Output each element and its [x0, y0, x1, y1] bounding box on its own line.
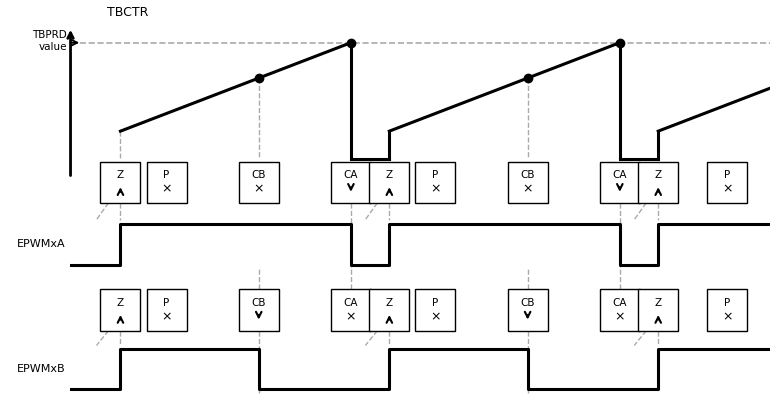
Bar	[146, 162, 187, 203]
Text: P: P	[433, 298, 439, 308]
Text: EPWMxA: EPWMxA	[17, 239, 66, 249]
Text: CB: CB	[251, 298, 266, 308]
Bar	[416, 162, 456, 203]
Text: ×: ×	[430, 183, 441, 196]
Bar	[100, 289, 140, 331]
Text: ×: ×	[161, 183, 172, 196]
Bar	[507, 162, 547, 203]
Text: CB: CB	[520, 170, 535, 180]
Text: ×: ×	[161, 310, 172, 324]
Text: Z: Z	[655, 170, 662, 180]
Text: CB: CB	[251, 170, 266, 180]
Text: CA: CA	[612, 170, 627, 180]
Text: P: P	[724, 298, 730, 308]
Text: CA: CA	[344, 298, 359, 308]
Bar	[600, 162, 640, 203]
Bar	[638, 289, 678, 331]
Text: ×: ×	[430, 310, 441, 324]
Bar	[239, 162, 279, 203]
Bar	[600, 289, 640, 331]
Text: EPWMxB: EPWMxB	[17, 364, 66, 374]
Text: Z: Z	[117, 298, 124, 308]
Text: ×: ×	[523, 183, 533, 196]
Text: ×: ×	[722, 310, 732, 324]
Bar	[331, 162, 371, 203]
Bar	[507, 289, 547, 331]
Text: ×: ×	[345, 310, 356, 324]
Text: P: P	[724, 170, 730, 180]
Bar	[100, 162, 140, 203]
Text: TBCTR: TBCTR	[107, 6, 149, 19]
Bar	[707, 289, 747, 331]
Text: TBPRD
value: TBPRD value	[32, 30, 66, 51]
Bar	[638, 162, 678, 203]
Text: ×: ×	[254, 183, 264, 196]
Text: ×: ×	[722, 183, 732, 196]
Text: ×: ×	[614, 310, 625, 324]
Bar	[239, 289, 279, 331]
Text: CA: CA	[344, 170, 359, 180]
Bar	[416, 289, 456, 331]
Bar	[331, 289, 371, 331]
Bar	[369, 289, 409, 331]
Text: CA: CA	[612, 298, 627, 308]
Text: Z: Z	[655, 298, 662, 308]
Text: P: P	[163, 298, 170, 308]
Text: Z: Z	[386, 170, 393, 180]
Bar	[146, 289, 187, 331]
Bar	[369, 162, 409, 203]
Bar	[707, 162, 747, 203]
Text: P: P	[433, 170, 439, 180]
Text: Z: Z	[386, 298, 393, 308]
Text: CB: CB	[520, 298, 535, 308]
Text: Z: Z	[117, 170, 124, 180]
Text: P: P	[163, 170, 170, 180]
